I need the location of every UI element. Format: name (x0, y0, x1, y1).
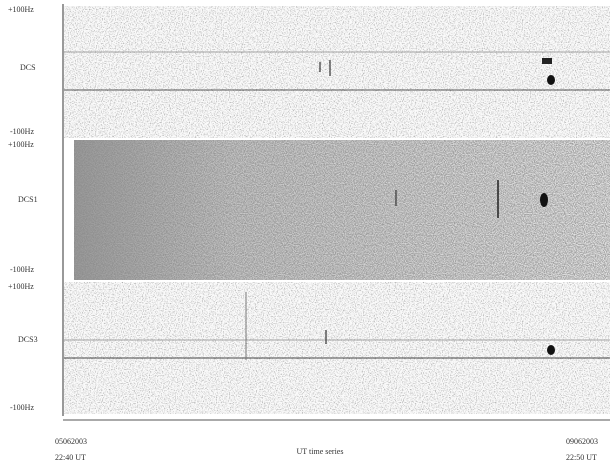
panel-1 (64, 6, 610, 138)
panel-2 (74, 140, 610, 280)
end-time: 22:50 UT (566, 453, 597, 462)
end-date: 09062003 (566, 437, 598, 446)
panel-bottom-label: -100Hz (10, 265, 34, 274)
panel-bottom-label: -100Hz (10, 403, 34, 412)
start-date: 05062003 (55, 437, 87, 446)
x-axis-label: UT time series (297, 447, 344, 456)
start-time: 22:40 UT (55, 453, 86, 462)
panel-bottom-label: -100Hz (10, 127, 34, 136)
panel-name: DCS (20, 63, 36, 72)
panel-top-label: +100Hz (8, 140, 34, 149)
spectrogram-figure: +100Hz DCS -100Hz +100Hz DCS1 -100Hz +10… (0, 0, 614, 468)
panel-3 (64, 282, 610, 414)
panel-top-label: +100Hz (8, 5, 34, 14)
panel-name: DCS1 (18, 195, 38, 204)
panel-top-label: +100Hz (8, 282, 34, 291)
panel-name: DCS3 (18, 335, 38, 344)
